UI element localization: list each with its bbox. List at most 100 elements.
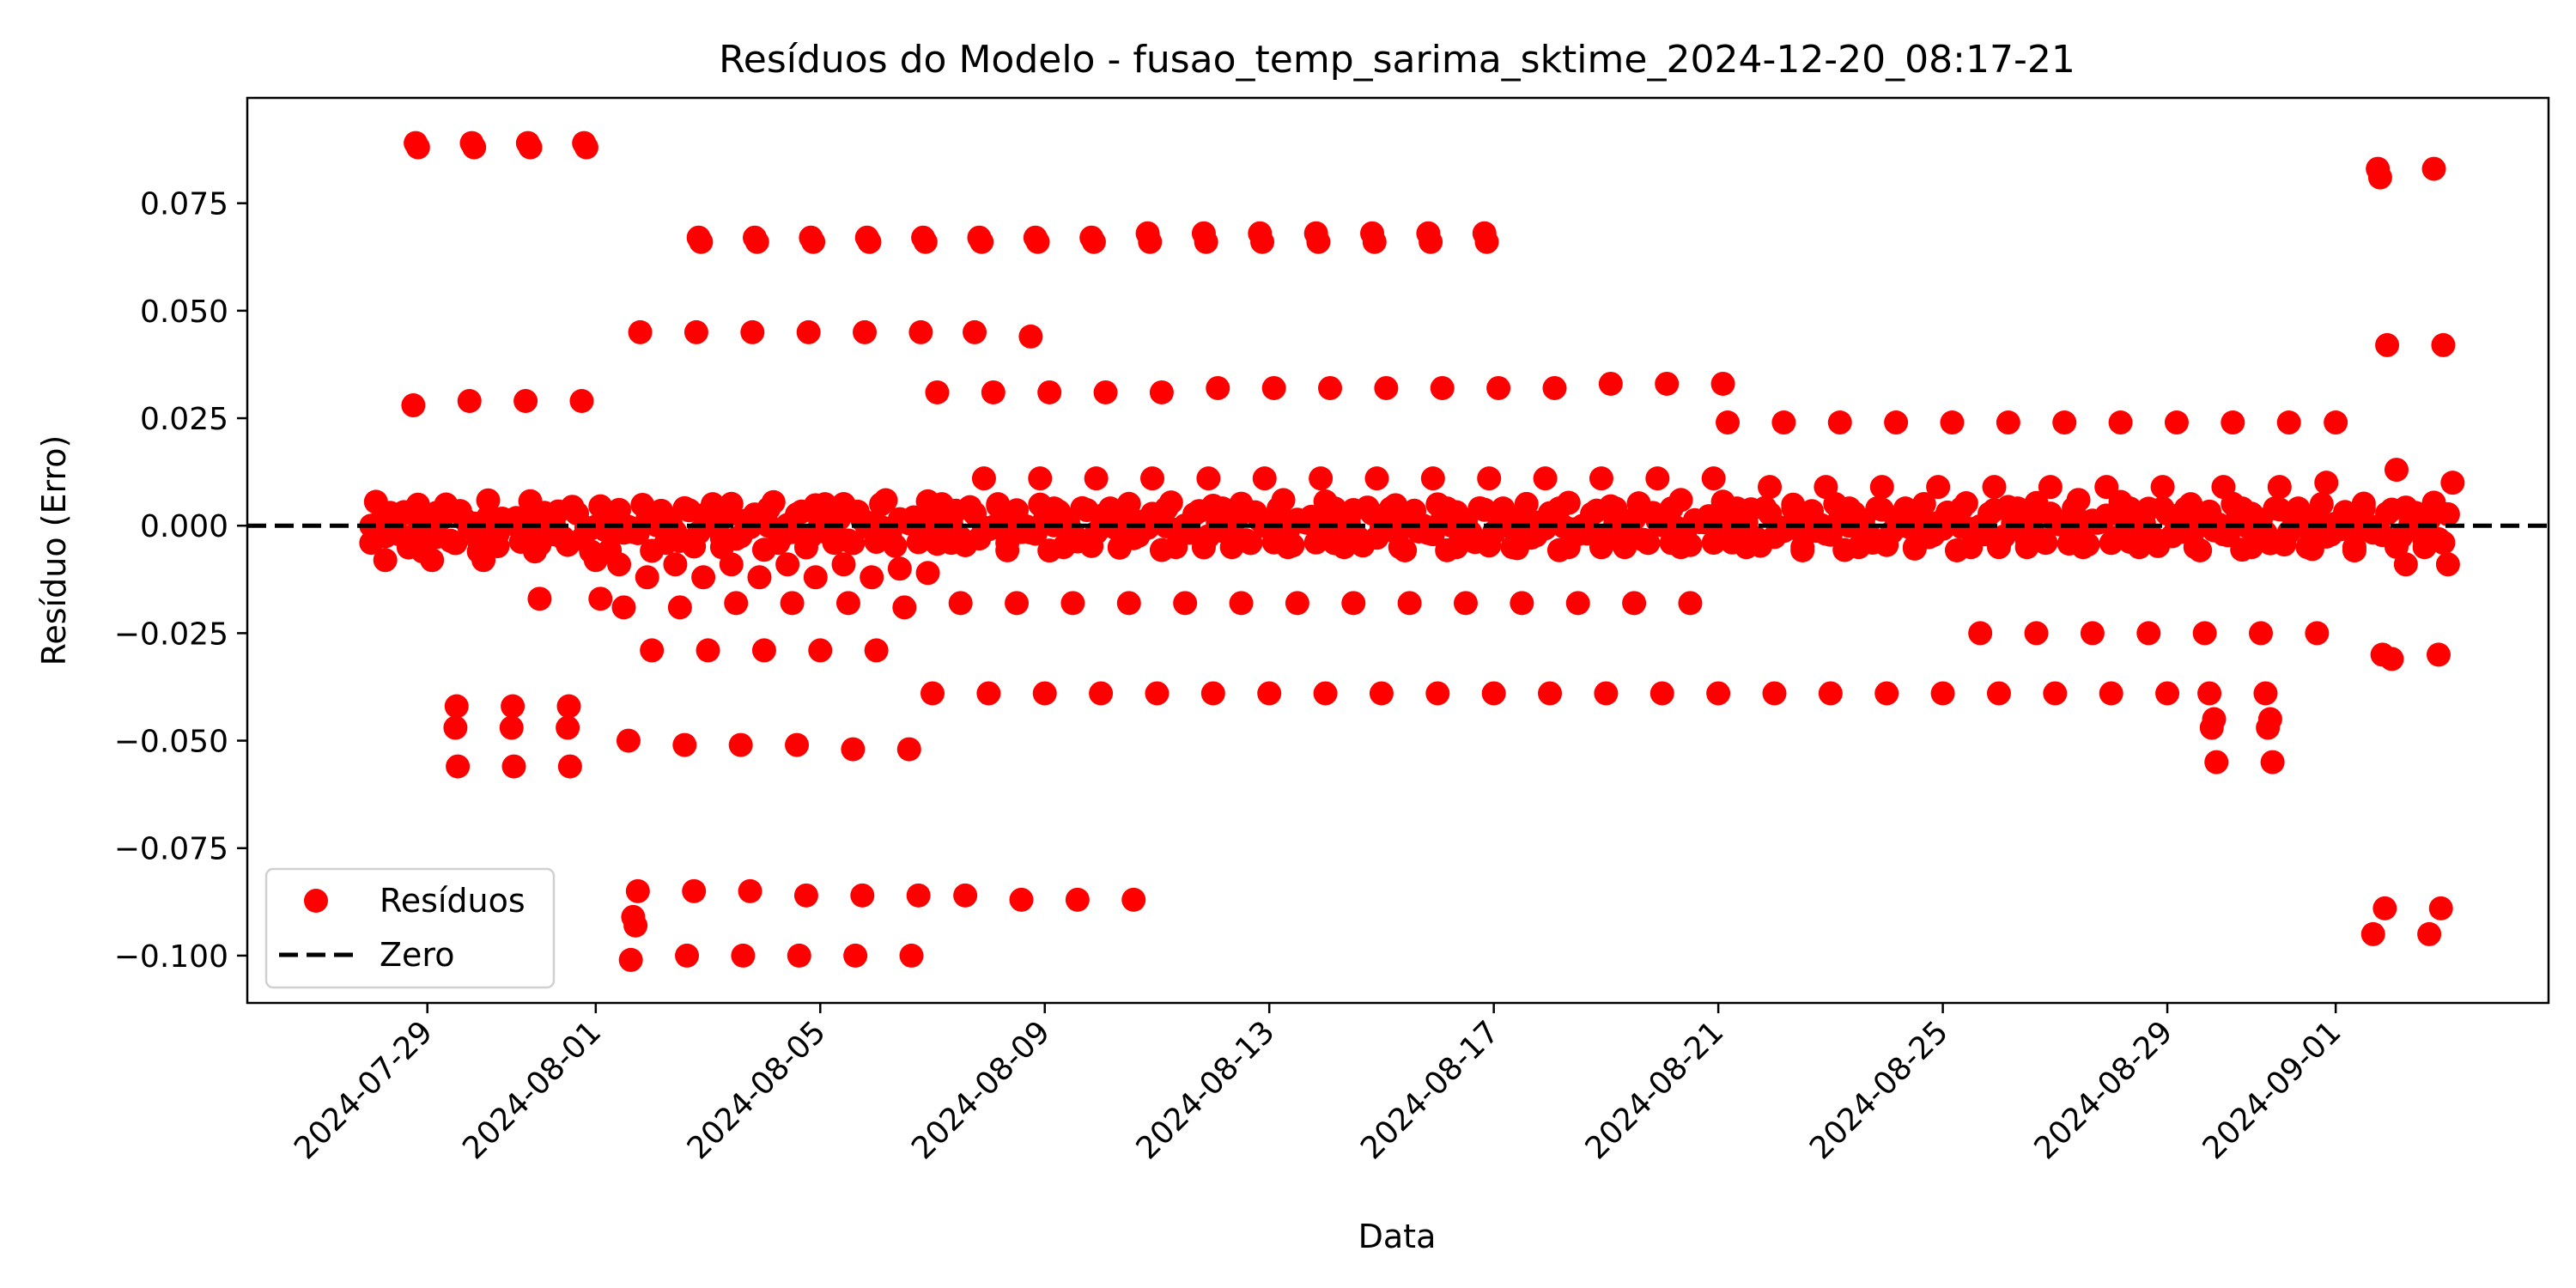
y-tick-label: −0.050 (114, 725, 228, 760)
residual-point (2249, 621, 2273, 646)
residual-point (2117, 496, 2142, 521)
residual-point (387, 522, 412, 547)
residual-point (675, 943, 700, 968)
residual-point (485, 522, 510, 547)
residual-point (2094, 475, 2119, 500)
residual-point (1869, 475, 1894, 500)
residual-point (939, 531, 963, 556)
residual-point (2412, 535, 2437, 560)
residual-point (2043, 681, 2068, 706)
residual-point (2136, 621, 2161, 646)
residual-point (822, 531, 847, 556)
residual-point (2164, 410, 2189, 435)
residual-point (1065, 887, 1090, 912)
legend-zero-label: Zero (380, 936, 454, 974)
residual-point (785, 732, 810, 757)
residual-point (981, 380, 1005, 404)
residual-point (2038, 475, 2063, 500)
residual-point (1542, 375, 1567, 400)
residual-point (1594, 681, 1619, 706)
residual-point (1194, 229, 1218, 254)
residual-point (2202, 707, 2227, 732)
residual-point (1514, 491, 1539, 516)
residual-point (1598, 371, 1623, 396)
residual-point (747, 565, 772, 590)
residual-point (1926, 475, 1951, 500)
residual-point (841, 531, 866, 556)
residual-point (1510, 591, 1534, 616)
residual-point (925, 380, 950, 404)
residual-point (1734, 535, 1759, 560)
residual-point (1453, 591, 1478, 616)
residual-point (574, 135, 598, 160)
residual-point (892, 595, 917, 620)
residual-point (513, 389, 538, 414)
residual-point (1200, 681, 1225, 706)
residual-point (556, 715, 580, 740)
residual-point (2435, 552, 2460, 577)
residual-point (1121, 887, 1146, 912)
residual-point (1837, 496, 1862, 521)
residual-point (969, 229, 994, 254)
residual-point (2192, 621, 2217, 646)
residual-point (2267, 475, 2292, 500)
residual-point (1996, 410, 2020, 435)
residual-point (2099, 681, 2123, 706)
residual-point (744, 229, 769, 254)
residual-point (2024, 621, 2049, 646)
residual-point (1986, 681, 2011, 706)
residual-point (1771, 410, 1796, 435)
residual-point (728, 732, 753, 757)
residual-point (1322, 496, 1347, 521)
residual-point (2342, 535, 2366, 560)
residual-point (1060, 591, 1085, 616)
residual-point (1005, 591, 1030, 616)
residual-point (920, 681, 945, 706)
residual-point (1093, 380, 1118, 404)
residual-point (2440, 471, 2465, 495)
residual-point (906, 883, 931, 908)
residual-point (1716, 410, 1741, 435)
residual-point (1500, 535, 1525, 560)
residual-point (878, 526, 902, 551)
residual-point (986, 492, 1011, 517)
residual-point (1206, 375, 1230, 400)
residual-point (864, 638, 889, 663)
residual-point (1025, 229, 1050, 254)
residual-point (831, 552, 856, 577)
residual-point (499, 715, 524, 740)
residual-point (1818, 681, 1843, 706)
residual-point (635, 565, 659, 590)
residual-point (2150, 475, 2175, 500)
residual-point (1613, 535, 1637, 560)
residual-point (1649, 681, 1674, 706)
residual-point (2324, 410, 2348, 435)
residual-point (2309, 492, 2334, 517)
residual-point (457, 389, 482, 414)
residual-point (569, 389, 594, 414)
residual-point (1275, 535, 1300, 560)
residual-point (583, 548, 608, 573)
residual-point (971, 466, 996, 491)
residual-point (644, 501, 669, 526)
residual-point (1491, 496, 1516, 521)
residual-point (1710, 371, 1735, 396)
residual-point (709, 526, 734, 551)
residual-point (2260, 750, 2285, 775)
y-tick-label: 0.075 (140, 187, 228, 222)
residual-point (1724, 496, 1749, 521)
residual-point (640, 638, 665, 663)
residual-point (887, 556, 912, 581)
scatter-points (359, 131, 2465, 972)
residual-point (1827, 410, 1852, 435)
residual-point (1814, 475, 1838, 500)
residual-point (1636, 531, 1661, 556)
residual-point (2173, 496, 2198, 521)
residual-point (812, 492, 837, 517)
residual-point (396, 501, 421, 526)
residual-point (835, 591, 860, 616)
residual-point (913, 229, 938, 254)
residual-point (1138, 229, 1163, 254)
residual-point (1893, 496, 1918, 521)
residual-point (766, 531, 791, 556)
